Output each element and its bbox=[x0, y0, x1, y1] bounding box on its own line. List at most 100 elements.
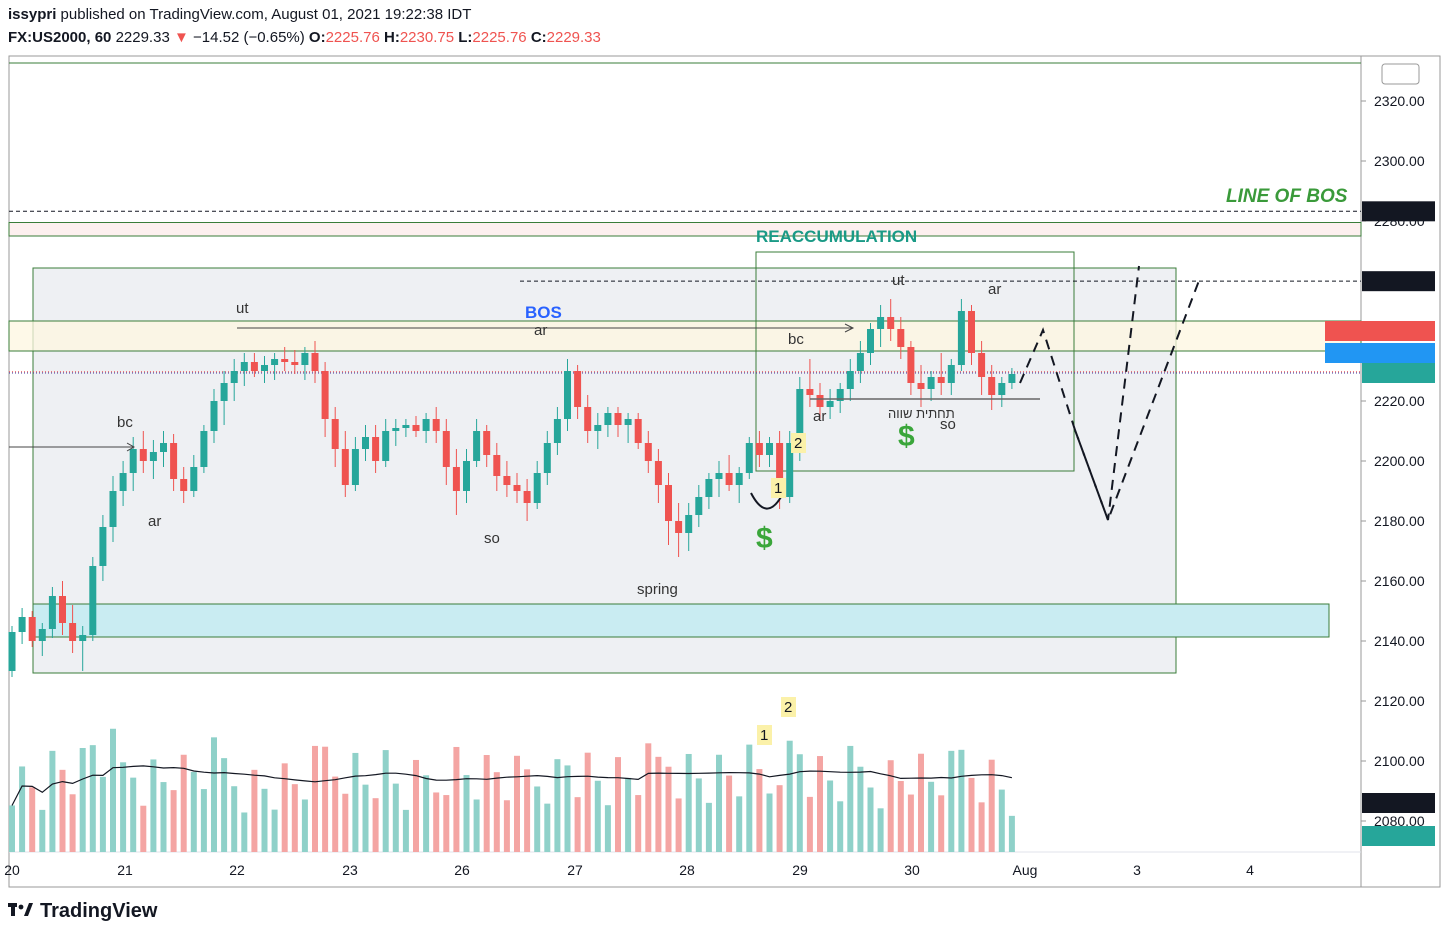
candle-body[interactable] bbox=[493, 455, 501, 476]
candle-body[interactable] bbox=[240, 362, 248, 371]
candle-body[interactable] bbox=[705, 479, 713, 497]
tradingview-brand[interactable]: TradingView bbox=[8, 900, 157, 923]
candle-body[interactable] bbox=[422, 419, 430, 431]
candle-body[interactable] bbox=[998, 383, 1006, 395]
candle-body[interactable] bbox=[776, 443, 784, 497]
candle-body[interactable] bbox=[149, 452, 157, 461]
candle-body[interactable] bbox=[867, 329, 874, 353]
resistance-zone[interactable] bbox=[8, 222, 1362, 237]
currency-badge-box[interactable] bbox=[1381, 63, 1420, 85]
candle-body[interactable] bbox=[564, 371, 571, 419]
candle-body[interactable] bbox=[139, 449, 147, 461]
candle-body[interactable] bbox=[897, 329, 905, 347]
candle-body[interactable] bbox=[79, 635, 87, 641]
candle-body[interactable] bbox=[8, 632, 16, 671]
candle-body[interactable] bbox=[38, 629, 46, 641]
candle-body[interactable] bbox=[48, 596, 56, 629]
candle-body[interactable] bbox=[402, 425, 410, 428]
candle-body[interactable] bbox=[533, 473, 541, 503]
candle-body[interactable] bbox=[715, 473, 723, 479]
candle-body[interactable] bbox=[89, 566, 97, 635]
candle-body[interactable] bbox=[755, 443, 763, 455]
candle-body[interactable] bbox=[331, 419, 339, 449]
candle-body[interactable] bbox=[584, 407, 592, 431]
candle-body[interactable] bbox=[160, 443, 167, 452]
candle-body[interactable] bbox=[978, 353, 986, 377]
candle-body[interactable] bbox=[220, 383, 228, 401]
candle-body[interactable] bbox=[553, 419, 561, 443]
candle-body[interactable] bbox=[129, 449, 137, 473]
candle-body[interactable] bbox=[877, 317, 885, 329]
candle-body[interactable] bbox=[210, 401, 218, 431]
candle-body[interactable] bbox=[947, 365, 955, 383]
candle-body[interactable] bbox=[856, 353, 864, 371]
candle-body[interactable] bbox=[745, 443, 753, 473]
candle-body[interactable] bbox=[483, 431, 491, 455]
candle-body[interactable] bbox=[28, 617, 36, 641]
candle-body[interactable] bbox=[190, 467, 198, 491]
candle-body[interactable] bbox=[392, 428, 400, 431]
candle-body[interactable] bbox=[786, 443, 794, 497]
candle-body[interactable] bbox=[594, 425, 602, 431]
candle-body[interactable] bbox=[543, 443, 551, 473]
candle-body[interactable] bbox=[311, 353, 319, 371]
candle-body[interactable] bbox=[806, 389, 814, 395]
candle-body[interactable] bbox=[341, 449, 349, 485]
candle-body[interactable] bbox=[604, 413, 612, 425]
candle-body[interactable] bbox=[907, 347, 915, 383]
candle-body[interactable] bbox=[18, 617, 26, 632]
candle-body[interactable] bbox=[816, 395, 824, 407]
candle-body[interactable] bbox=[109, 491, 117, 527]
candle-body[interactable] bbox=[513, 485, 521, 491]
candle-body[interactable] bbox=[382, 431, 390, 461]
candle-body[interactable] bbox=[624, 419, 632, 425]
candle-body[interactable] bbox=[796, 389, 804, 443]
candle-body[interactable] bbox=[321, 371, 329, 419]
candle-body[interactable] bbox=[180, 479, 188, 491]
candle-body[interactable] bbox=[927, 377, 935, 389]
candle-body[interactable] bbox=[463, 461, 470, 491]
candle-body[interactable] bbox=[170, 443, 178, 479]
candle-body[interactable] bbox=[685, 515, 693, 533]
candle-body[interactable] bbox=[69, 623, 77, 641]
symbol-name[interactable]: FX:US2000, 60 bbox=[8, 29, 112, 46]
candle-body[interactable] bbox=[301, 353, 309, 365]
candle-body[interactable] bbox=[654, 461, 662, 485]
reaccumulation-box[interactable] bbox=[755, 251, 1075, 472]
candle-body[interactable] bbox=[957, 311, 965, 365]
candle-body[interactable] bbox=[291, 362, 299, 365]
candle-body[interactable] bbox=[432, 419, 440, 431]
candle-body[interactable] bbox=[695, 497, 703, 515]
candle-body[interactable] bbox=[836, 389, 844, 401]
candle-body[interactable] bbox=[937, 377, 945, 383]
candle-body[interactable] bbox=[665, 485, 672, 521]
candle-body[interactable] bbox=[614, 413, 622, 425]
candle-body[interactable] bbox=[523, 491, 531, 503]
candle-body[interactable] bbox=[59, 596, 66, 623]
supply-zone[interactable] bbox=[8, 320, 1362, 352]
candle-body[interactable] bbox=[442, 431, 450, 467]
candle-body[interactable] bbox=[917, 383, 925, 389]
candle-body[interactable] bbox=[351, 449, 359, 485]
candle-body[interactable] bbox=[675, 521, 683, 533]
candle-body[interactable] bbox=[644, 443, 652, 461]
candle-body[interactable] bbox=[99, 527, 107, 566]
candle-body[interactable] bbox=[887, 317, 895, 329]
candle-body[interactable] bbox=[452, 467, 460, 491]
candle-body[interactable] bbox=[574, 371, 582, 407]
candle-body[interactable] bbox=[281, 359, 289, 362]
candle-body[interactable] bbox=[503, 476, 511, 485]
candle-body[interactable] bbox=[766, 443, 773, 455]
candle-body[interactable] bbox=[473, 431, 481, 461]
demand-zone[interactable] bbox=[32, 603, 1330, 638]
candle-body[interactable] bbox=[826, 401, 834, 407]
candle-body[interactable] bbox=[846, 371, 854, 389]
candle-body[interactable] bbox=[372, 437, 380, 461]
candle-body[interactable] bbox=[200, 431, 208, 467]
publisher-name[interactable]: issypri bbox=[8, 6, 57, 23]
spring-curve[interactable] bbox=[750, 492, 782, 510]
candle-body[interactable] bbox=[119, 473, 127, 491]
candle-body[interactable] bbox=[261, 365, 268, 371]
candle-body[interactable] bbox=[230, 371, 238, 383]
